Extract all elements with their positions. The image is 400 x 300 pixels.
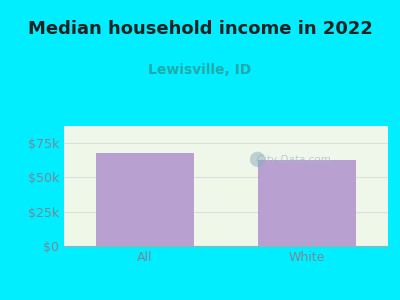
- Text: Lewisville, ID: Lewisville, ID: [148, 63, 252, 77]
- Text: Median household income in 2022: Median household income in 2022: [28, 20, 372, 38]
- Bar: [258, 160, 356, 246]
- Text: ⬤: ⬤: [248, 152, 265, 167]
- Bar: [96, 153, 194, 246]
- Text: City-Data.com: City-Data.com: [250, 154, 331, 165]
